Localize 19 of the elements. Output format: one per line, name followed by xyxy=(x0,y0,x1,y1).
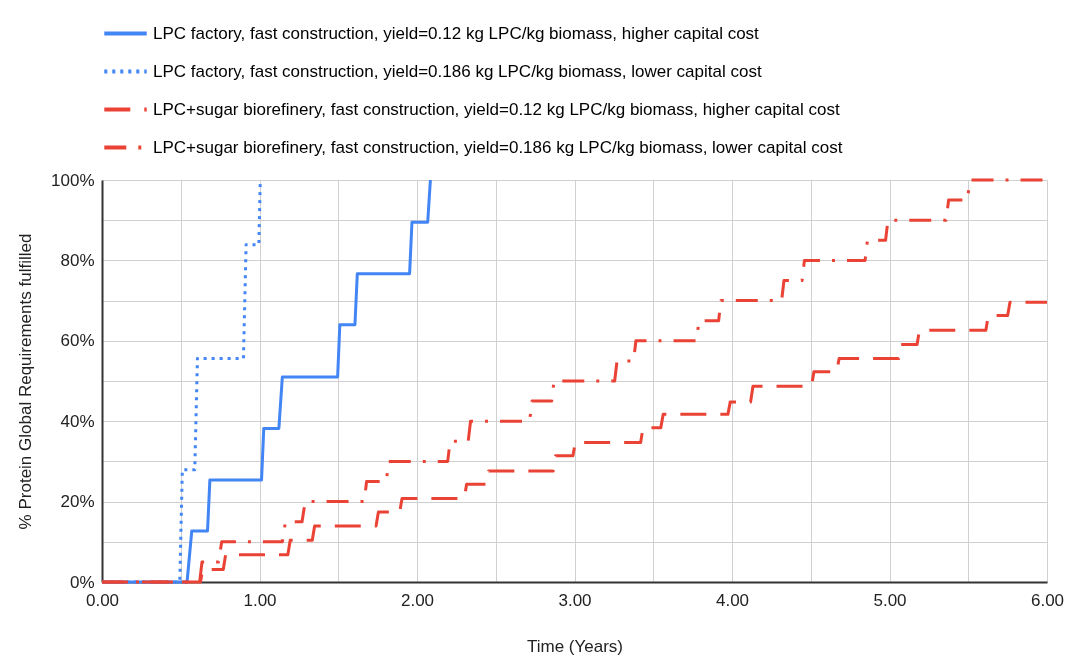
legend-label: LPC+sugar biorefinery, fast construction, yield=0.186 kg LPC/kg biomass, lower capital cost xyxy=(153,137,843,157)
x-tick-label: 6.00 xyxy=(1030,590,1065,610)
x-tick-label: 0.00 xyxy=(85,590,120,610)
legend-label: LPC factory, fast construction, yield=0.12 kg LPC/kg biomass, higher capital cost xyxy=(153,23,760,43)
y-tick-label: 100% xyxy=(51,170,95,190)
x-tick-label: 2.00 xyxy=(400,590,435,610)
y-tick-label: 20% xyxy=(60,492,95,512)
x-tick-label: 1.00 xyxy=(243,590,277,610)
y-tick-label: 40% xyxy=(60,411,95,431)
x-tick-label: 4.00 xyxy=(715,590,750,610)
legend-label: LPC+sugar biorefinery, fast construction, yield=0.12 kg LPC/kg biomass, higher capital cost xyxy=(153,99,840,119)
x-tick-label: 3.00 xyxy=(558,590,592,610)
x-axis-title: Time (Years) xyxy=(526,636,624,656)
y-axis-title: % Protein Global Requirements fulfilled xyxy=(16,233,36,530)
x-tick-label: 5.00 xyxy=(873,590,907,610)
legend-label: LPC factory, fast construction, yield=0.186 kg LPC/kg biomass, lower capital cost xyxy=(153,61,762,81)
y-tick-label: 60% xyxy=(60,331,95,351)
y-tick-label: 80% xyxy=(60,250,95,270)
y-tick-label: 0% xyxy=(69,572,95,592)
